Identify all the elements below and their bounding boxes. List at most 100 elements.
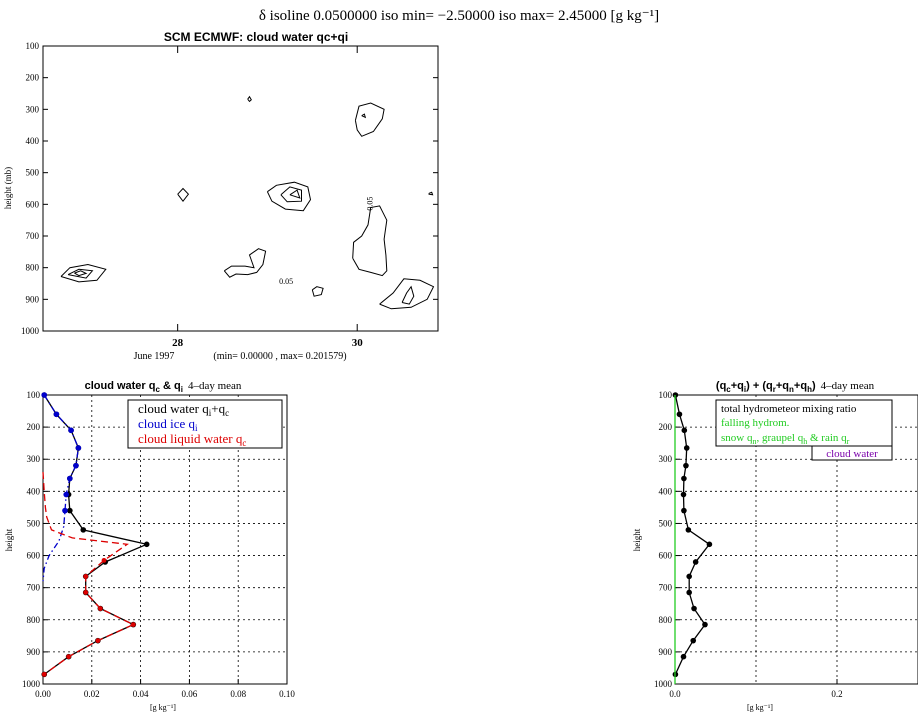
profile-left-y-tick-label: 100 [27, 390, 41, 400]
profile-right-y-tick-label: 300 [659, 454, 673, 464]
contour-isoline [67, 268, 94, 279]
profile-right-data-point [690, 637, 697, 644]
profile-right-data-point [685, 527, 692, 533]
legend-cloud-water-right: cloud water [826, 448, 878, 460]
profile-right-panel: (qc+qi) + (qr+qn+qh) 4–day mean 100 200 300… [632, 380, 918, 712]
profile-left-data-point [80, 527, 87, 533]
profile-left-y-tick-label: 1000 [22, 679, 41, 689]
profile-left-y-tick-label: 500 [27, 518, 41, 528]
contour-isoline [311, 286, 324, 297]
profile-left-liquid-point [83, 590, 89, 595]
contour-ylabel: height (mb) [3, 167, 13, 209]
profile-left-frame [42, 394, 288, 685]
contour-isoline [60, 263, 107, 283]
contour-x-tick-label: 28 [172, 337, 184, 349]
profile-left-y-tick-label: 800 [27, 615, 41, 625]
profile-left-series-line-1 [42, 394, 80, 582]
profile-right-data-point [702, 621, 708, 628]
profile-left-x-tick-label: 0.02 [84, 689, 100, 699]
contour-isoline [379, 278, 435, 310]
profile-left-liquid-point [66, 654, 72, 660]
profile-right-y-tick-label: 500 [659, 518, 673, 528]
contour-isoline [361, 113, 367, 119]
profile-right-y-tick-label: 600 [659, 551, 673, 561]
profile-right-y-tick-label: 700 [659, 583, 673, 593]
profile-left-x-tick-label: 0.10 [279, 689, 295, 699]
contour-y-tick-label: 900 [26, 294, 40, 304]
legend-snow-graupel-rain: snow qn, graupel qh & rain qr [721, 432, 850, 446]
contour-isoline [74, 270, 88, 277]
profile-right-data-point [686, 589, 692, 596]
contour-isoline [354, 102, 385, 137]
contour-y-tick-label: 400 [26, 136, 40, 146]
profile-left-liquid-point [95, 638, 101, 644]
profile-left-ice-point [53, 411, 60, 418]
contour-isoline [289, 189, 301, 199]
contour-value-label: 0.05 [365, 197, 374, 211]
contour-isoline [352, 205, 388, 277]
profile-right-y-tick-label: 100 [659, 390, 673, 400]
contour-isoline [401, 285, 415, 305]
profile-right-x-tick-label: 0.2 [831, 689, 842, 699]
profile-right-data-point [680, 491, 687, 498]
profile-left-ice-point [73, 462, 79, 469]
profile-left-series-line-2 [42, 472, 135, 675]
profile-right-xlabel: [g kg⁻¹] [747, 703, 773, 712]
profile-left-y-tick-label: 400 [27, 486, 41, 496]
contour-isoline [280, 186, 302, 203]
profile-right-data-point [680, 653, 687, 660]
legend-cloud-water: cloud water qi+qc [138, 401, 229, 418]
contour-y-tick-label: 700 [26, 231, 40, 241]
legend-box-right [715, 399, 893, 447]
profile-right-y-tick-label: 900 [659, 647, 673, 657]
contour-x-sublabel: June 1997 [134, 351, 175, 362]
contour-lines [60, 95, 435, 310]
contour-panel: SCM ECMWF: cloud water qc+qi height (mb)… [3, 30, 439, 362]
profile-left-ice-point [62, 507, 68, 514]
profile-left-x-tick-label: 0.06 [182, 689, 198, 699]
profile-left-grid [43, 395, 287, 684]
contour-isoline [266, 181, 312, 212]
profile-right-y-tick-label: 200 [659, 422, 673, 432]
contour-isoline [177, 187, 190, 203]
profile-left-x-tick-label: 0.00 [35, 689, 51, 699]
legend-total-hydrometeor: total hydrometeor mixing ratio [721, 403, 857, 415]
profile-left-x-tick-label: 0.08 [230, 689, 246, 699]
profile-left-ice-point [68, 427, 74, 434]
profile-left-liquid-point [41, 671, 47, 677]
profile-left-legend: cloud water qi+qc cloud ice qi cloud liq… [127, 399, 283, 449]
profile-right-data-point [706, 541, 713, 548]
profile-left-xlabel: [g kg⁻¹] [150, 703, 176, 712]
profile-right-data-point [681, 427, 688, 434]
profile-left-y-tick-label: 900 [27, 647, 41, 657]
profile-right-data-point [681, 475, 687, 482]
profile-right-x-tick-label: 0.0 [669, 689, 681, 699]
profile-left-ice-point [75, 445, 82, 451]
profile-left-y-tick-label: 300 [27, 454, 41, 464]
profile-right-data-point [683, 462, 689, 469]
contour-y-tick-label: 500 [26, 168, 40, 178]
contour-x-axis: 28 30 [172, 46, 363, 349]
contour-x-tick-label: 30 [352, 337, 364, 349]
contour-y-tick-label: 1000 [21, 326, 40, 336]
legend-cloud-water-box [811, 445, 893, 461]
contour-isoline [428, 191, 434, 196]
contour-y-tick-label: 800 [26, 263, 40, 273]
profile-left-liquid-point [130, 622, 136, 627]
legend-box [127, 399, 283, 449]
profile-left-x-tick-label: 0.04 [133, 689, 149, 699]
profile-left-liquid-point [101, 557, 107, 563]
contour-y-axis: 100 200 300 400 500 600 700 800 900 1000 [21, 41, 438, 336]
profile-left-panel: cloud water qc & qi 4–day mean 100 200 300 4… [4, 380, 295, 712]
profile-right-title: (qc+qi) + (qr+qn+qh) 4–day mean [716, 380, 875, 394]
contour-range-note: (min= 0.00000 , max= 0.201579) [213, 351, 346, 362]
profile-left-liquid-point [83, 574, 89, 579]
profile-right-series [672, 392, 713, 684]
profile-left-liquid-point [97, 606, 103, 611]
contour-y-tick-label: 600 [26, 199, 40, 209]
profile-left-y-tick-label: 200 [27, 422, 41, 432]
profile-left-y-tick-label: 600 [27, 551, 41, 561]
